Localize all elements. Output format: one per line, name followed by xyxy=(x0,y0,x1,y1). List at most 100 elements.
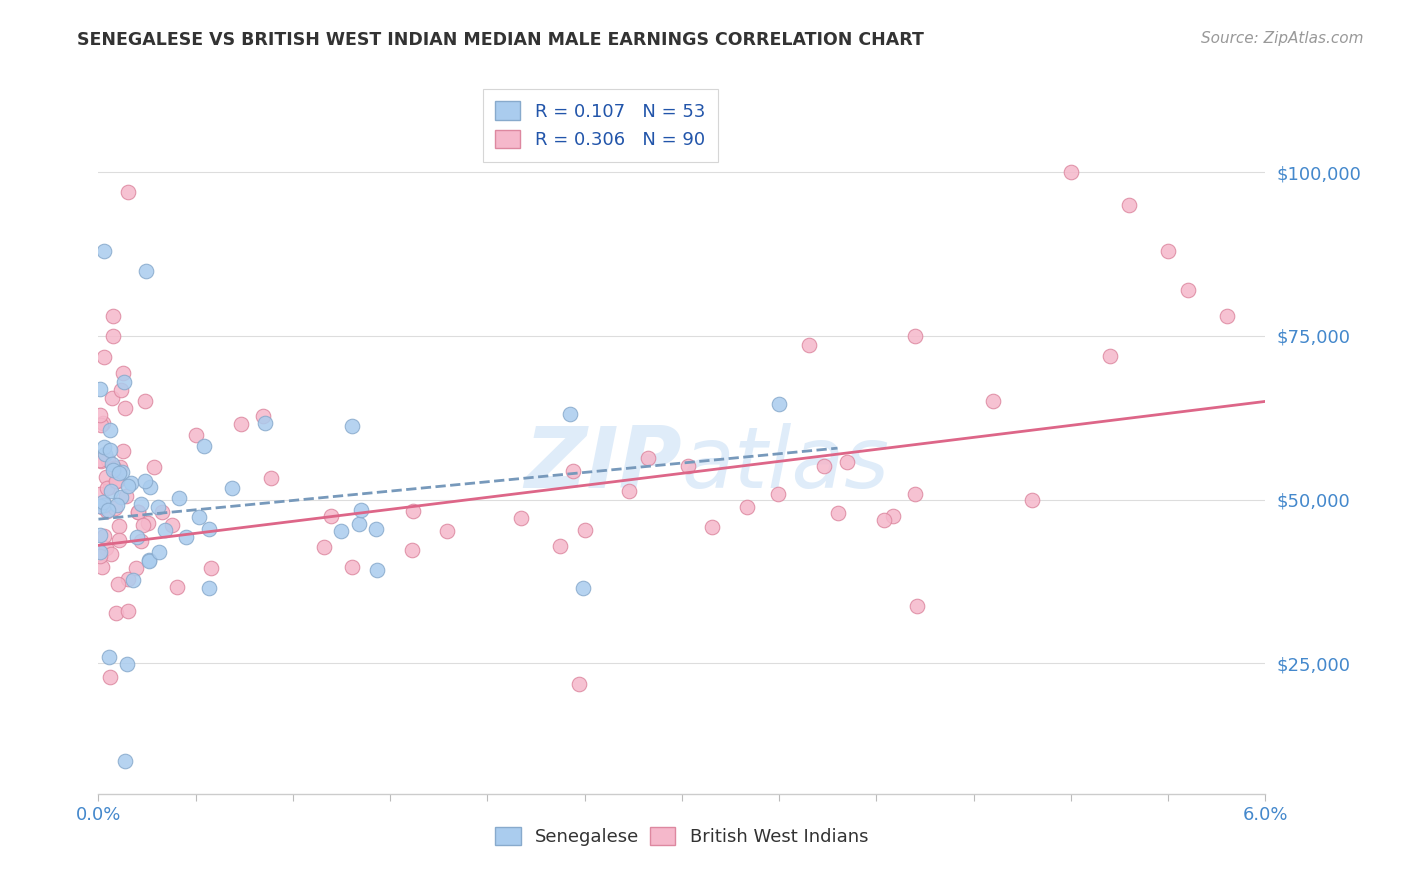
Point xyxy=(89,499,111,513)
Text: Source: ZipAtlas.com: Source: ZipAtlas.com xyxy=(1201,31,1364,46)
Point xyxy=(91,495,114,509)
Point xyxy=(1118,198,1140,212)
Point xyxy=(111,444,134,458)
Point xyxy=(117,185,139,199)
Point xyxy=(93,440,115,454)
Point xyxy=(117,604,139,618)
Point xyxy=(89,382,111,396)
Point xyxy=(114,754,136,768)
Point xyxy=(835,454,858,468)
Point xyxy=(98,480,121,494)
Point xyxy=(193,439,215,453)
Point xyxy=(89,408,111,422)
Point xyxy=(93,244,115,258)
Point xyxy=(105,474,128,488)
Point xyxy=(108,466,131,480)
Point xyxy=(735,500,758,514)
Point xyxy=(94,470,117,484)
Point xyxy=(97,453,120,467)
Text: atlas: atlas xyxy=(682,423,890,506)
Point xyxy=(231,417,253,431)
Point xyxy=(904,329,927,343)
Point xyxy=(903,487,925,501)
Point xyxy=(637,451,659,466)
Point xyxy=(1215,310,1237,324)
Point xyxy=(101,463,124,477)
Point xyxy=(138,552,160,566)
Point xyxy=(125,561,148,575)
Point xyxy=(148,545,170,559)
Point xyxy=(1021,492,1043,507)
Point xyxy=(342,560,364,574)
Point xyxy=(135,263,157,277)
Point xyxy=(138,480,160,494)
Point xyxy=(797,338,820,352)
Legend: Senegalese, British West Indians: Senegalese, British West Indians xyxy=(488,820,876,854)
Point xyxy=(197,523,219,537)
Point xyxy=(768,397,790,411)
Point xyxy=(700,520,723,534)
Point xyxy=(108,460,131,475)
Point xyxy=(89,487,111,501)
Point xyxy=(401,542,423,557)
Point xyxy=(89,453,111,467)
Point xyxy=(813,458,835,473)
Point xyxy=(104,606,127,620)
Point xyxy=(98,670,121,684)
Point xyxy=(105,498,128,512)
Point xyxy=(127,505,149,519)
Point xyxy=(91,416,114,430)
Point xyxy=(89,545,111,559)
Point xyxy=(138,553,160,567)
Point xyxy=(111,465,134,479)
Point xyxy=(121,573,143,587)
Point xyxy=(873,513,896,527)
Point xyxy=(90,500,112,514)
Point xyxy=(1177,283,1199,297)
Point xyxy=(160,517,183,532)
Point xyxy=(260,471,283,485)
Point xyxy=(104,501,127,516)
Point xyxy=(89,549,111,564)
Point xyxy=(97,503,120,517)
Point xyxy=(349,503,371,517)
Point xyxy=(562,464,585,478)
Point xyxy=(347,516,370,531)
Point xyxy=(253,416,276,430)
Point xyxy=(101,310,124,324)
Point xyxy=(94,541,117,555)
Point xyxy=(96,504,118,518)
Point xyxy=(98,649,121,664)
Point xyxy=(107,533,129,547)
Point xyxy=(314,540,336,554)
Point xyxy=(90,418,112,433)
Point xyxy=(101,329,124,343)
Point xyxy=(188,510,211,524)
Point xyxy=(117,479,139,493)
Point xyxy=(90,454,112,468)
Point xyxy=(103,461,125,475)
Point xyxy=(169,491,191,505)
Point xyxy=(882,508,904,523)
Point xyxy=(146,500,169,514)
Point xyxy=(1098,349,1121,363)
Point xyxy=(152,505,174,519)
Point xyxy=(1060,165,1083,179)
Point xyxy=(1157,244,1180,258)
Point xyxy=(115,489,138,503)
Point xyxy=(678,458,700,473)
Point xyxy=(101,391,124,405)
Point xyxy=(100,547,122,561)
Point xyxy=(136,516,159,530)
Point xyxy=(827,506,849,520)
Point xyxy=(574,524,596,538)
Y-axis label: Median Male Earnings: Median Male Earnings xyxy=(0,367,7,534)
Point xyxy=(96,482,118,496)
Point xyxy=(330,524,353,538)
Point xyxy=(401,504,423,518)
Point xyxy=(366,563,388,577)
Point xyxy=(617,483,640,498)
Point xyxy=(132,517,155,532)
Point xyxy=(364,523,387,537)
Point xyxy=(110,490,132,504)
